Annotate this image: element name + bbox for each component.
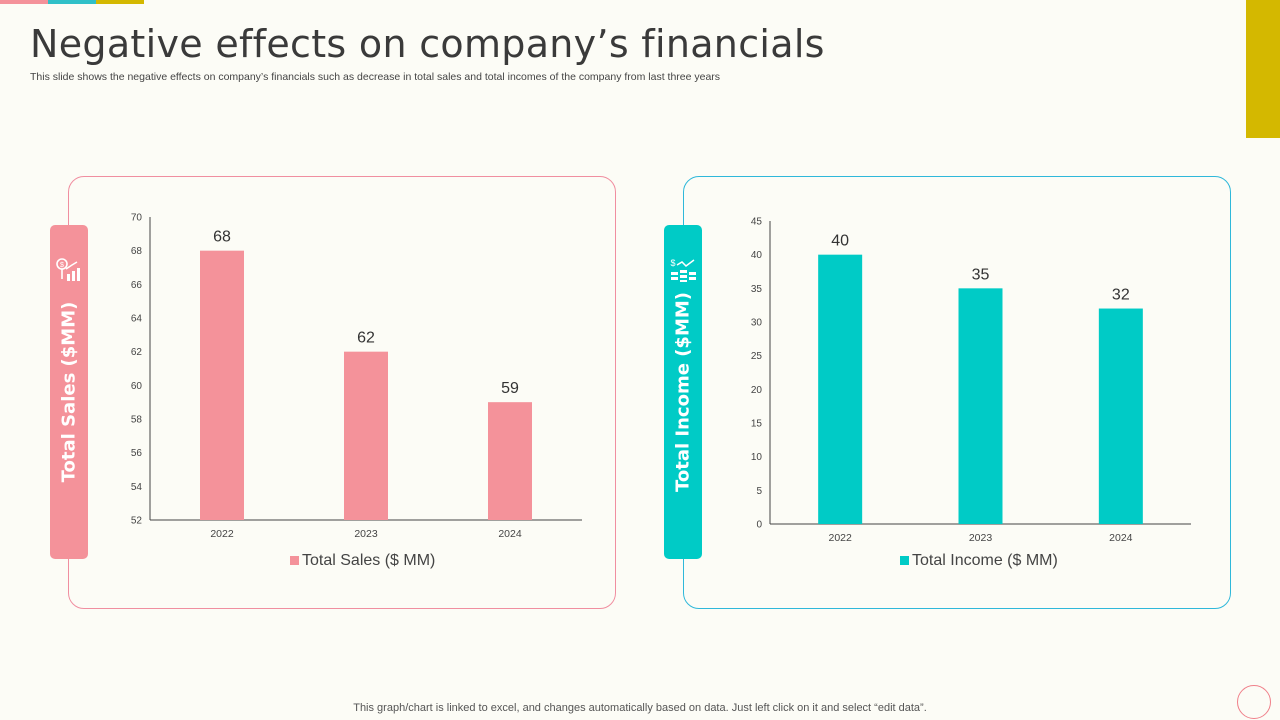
income-bar-chart[interactable]: 0 5 10 15 20 25 30 35 40 45 40 2022 35 2023 32 2024 Tota… <box>725 200 1225 590</box>
y-tick-label: 60 <box>131 381 143 392</box>
y-tick-label: 20 <box>751 385 763 396</box>
x-tick-label-2023: 2023 <box>969 532 993 544</box>
y-tick-label: 54 <box>131 482 143 493</box>
data-label-2024: 59 <box>501 380 519 397</box>
y-tick-label: 30 <box>751 318 763 329</box>
y-tick-label: 35 <box>751 284 763 295</box>
data-label-2023: 35 <box>972 266 990 283</box>
y-tick-label: 5 <box>756 486 762 497</box>
data-label-2024: 32 <box>1112 287 1130 304</box>
x-tick-label-2022: 2022 <box>828 532 852 544</box>
data-label-2022: 40 <box>831 233 849 250</box>
y-tick-label: 15 <box>751 419 763 430</box>
y-tick-label: 56 <box>131 448 143 459</box>
y-tick-label: 45 <box>751 217 763 228</box>
data-label-2023: 62 <box>357 330 375 347</box>
data-label-2022: 68 <box>213 229 231 246</box>
sales-growth-icon: $ <box>56 258 80 281</box>
bar-2024 <box>488 402 532 520</box>
y-tick-label: 0 <box>756 520 762 531</box>
legend-label: Total Sales ($ MM) <box>302 552 435 569</box>
x-tick-label-2024: 2024 <box>498 528 522 540</box>
y-tick-label: 40 <box>751 250 763 261</box>
legend-swatch <box>290 556 299 565</box>
svg-text:$: $ <box>60 262 64 269</box>
page-title: Negative effects on company’s financials <box>30 22 825 66</box>
income-tab-label: Total Income ($MM) <box>672 291 694 493</box>
top-bar-teal <box>48 0 96 4</box>
sales-side-tab: $ Total Sales ($MM) <box>50 225 88 559</box>
corner-circle-decoration <box>1237 685 1271 719</box>
top-bar-yellow <box>96 0 144 4</box>
top-bar-pink <box>0 0 48 4</box>
top-accent-bars <box>0 0 144 4</box>
bar-2022 <box>200 250 244 520</box>
x-tick-label-2023: 2023 <box>354 528 378 540</box>
y-tick-label: 52 <box>131 516 143 527</box>
sales-bar-chart[interactable]: 52 54 56 58 60 62 64 66 68 70 68 2022 62 2023 59 2024 To… <box>110 200 610 590</box>
bar-2022 <box>818 254 863 524</box>
y-tick-label: 62 <box>131 347 143 358</box>
y-tick-label: 10 <box>751 452 763 463</box>
bar-2023 <box>958 288 1003 524</box>
y-tick-label: 64 <box>131 314 143 325</box>
y-tick-label: 68 <box>131 246 143 257</box>
corner-accent-block <box>1246 0 1280 138</box>
legend-swatch <box>900 556 909 565</box>
bar-2024 <box>1098 308 1143 524</box>
income-growth-icon: $ <box>670 258 696 282</box>
page-subtitle: This slide shows the negative effects on… <box>30 71 721 83</box>
income-side-tab: $ Total Income ($MM) <box>664 225 702 559</box>
y-tick-label: 58 <box>131 415 143 426</box>
bar-2023 <box>344 351 388 520</box>
svg-text:$: $ <box>670 258 675 268</box>
y-tick-label: 25 <box>751 351 763 362</box>
footer-note: This graph/chart is linked to excel, and… <box>353 702 927 714</box>
sales-tab-label: Total Sales ($MM) <box>58 301 80 483</box>
x-tick-label-2022: 2022 <box>210 528 234 540</box>
legend-label: Total Income ($ MM) <box>912 552 1058 569</box>
y-tick-label: 66 <box>131 280 143 291</box>
y-tick-label: 70 <box>131 213 143 224</box>
x-tick-label-2024: 2024 <box>1109 532 1133 544</box>
